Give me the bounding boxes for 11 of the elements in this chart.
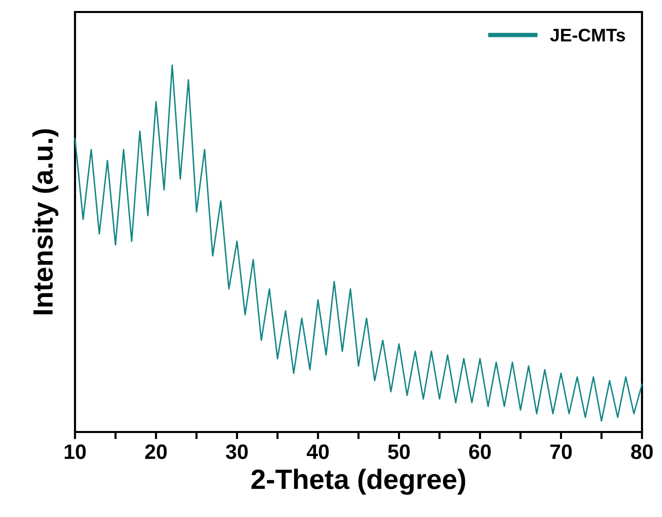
x-tick-label: 30 xyxy=(226,444,248,460)
legend-label: JE-CMTs xyxy=(550,28,626,42)
x-tick-label: 80 xyxy=(631,444,653,460)
x-tick-label: 50 xyxy=(388,444,410,460)
x-tick-label: 40 xyxy=(306,444,329,460)
y-axis-title: Intensity (a.u.) xyxy=(32,129,58,314)
x-tick-label: 70 xyxy=(550,444,572,460)
x-tick-label: 60 xyxy=(469,444,491,460)
x-tick-label: 10 xyxy=(64,444,86,460)
x-tick-label: 20 xyxy=(145,444,167,460)
x-axis-title: 2-Theta (degree) xyxy=(251,468,466,495)
